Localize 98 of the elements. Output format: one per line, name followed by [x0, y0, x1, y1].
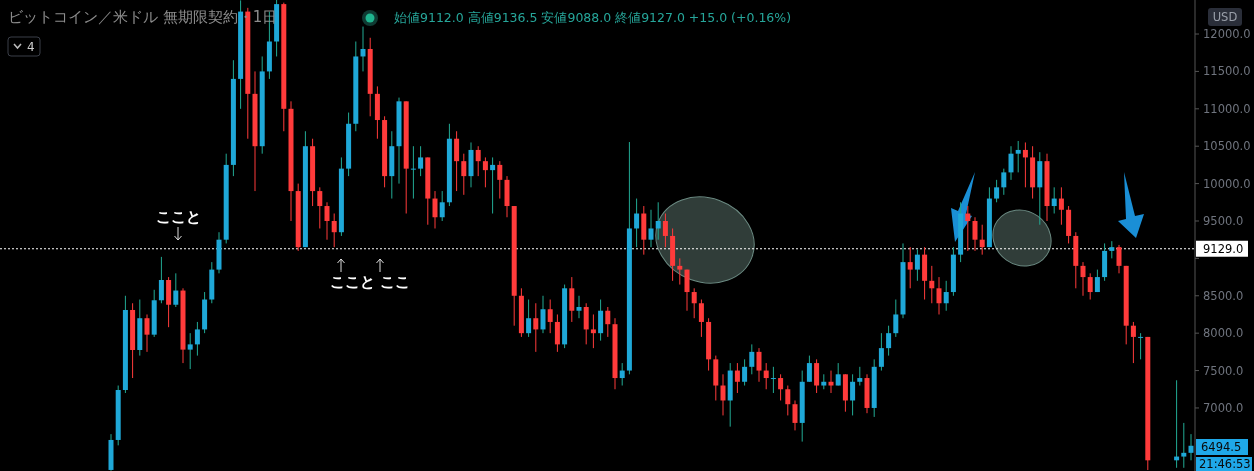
y-tick-label: 7500.0: [1203, 363, 1244, 378]
y-tick-label: 7000.0: [1203, 400, 1244, 415]
y-tick-label: 11000.0: [1203, 101, 1251, 116]
candlestick: [698, 299, 704, 338]
candlestick: [533, 302, 539, 353]
candlestick: [1080, 261, 1086, 297]
text: 4: [27, 40, 35, 55]
y-tick-label: 9500.0: [1203, 214, 1244, 229]
y-tick-label: 8000.0: [1203, 326, 1244, 341]
candlestick: [619, 362, 625, 387]
candlestick: [540, 295, 546, 334]
candlestick: [1001, 168, 1007, 196]
candlestick: [886, 325, 892, 357]
candlestick: [634, 198, 640, 248]
candlestick: [461, 153, 467, 196]
candlestick: [785, 385, 791, 416]
candlestick: [554, 313, 560, 353]
candlestick: [583, 302, 589, 345]
candlestick: [1015, 140, 1021, 173]
candlestick: [1130, 321, 1136, 364]
candlestick: [317, 186, 323, 229]
candlestick: [763, 362, 769, 390]
candlestick: [850, 373, 856, 416]
candlestick: [828, 370, 834, 394]
candlestick: [526, 299, 532, 338]
candlestick: [806, 355, 812, 383]
candlestick: [994, 179, 1000, 203]
candlestick: [547, 299, 553, 334]
candlestick: [893, 299, 899, 338]
candlestick: [475, 145, 481, 177]
candlestick: [173, 272, 179, 308]
candlestick: [770, 366, 776, 394]
candlestick: [914, 248, 920, 282]
annotation: ここと ここ: [329, 273, 411, 291]
candlestick: [835, 362, 841, 387]
candlestick: [742, 358, 748, 387]
candlestick: [929, 265, 935, 304]
candlestick: [569, 276, 575, 323]
candlestick: [684, 269, 690, 312]
y-tick-label: 12000.0: [1203, 27, 1251, 42]
candlestick: [648, 209, 654, 248]
text: 6494.5: [1201, 440, 1242, 455]
text: 21:46:53: [1199, 457, 1251, 471]
candlestick: [324, 201, 330, 241]
candlestick: [778, 373, 784, 401]
candlestick: [734, 362, 740, 394]
candlestick: [677, 257, 683, 286]
candlestick: [1087, 272, 1093, 301]
candlestick: [792, 399, 798, 431]
candlestick: [720, 373, 726, 416]
candlestick: [814, 358, 820, 394]
candlestick: [360, 26, 366, 72]
candlestick: [1181, 422, 1187, 469]
candlestick: [144, 313, 150, 353]
candlestick: [979, 224, 985, 256]
candlestick: [605, 306, 611, 338]
y-tick-label: 10500.0: [1203, 139, 1251, 154]
candlestick: [1058, 186, 1064, 226]
candlestick: [590, 313, 596, 349]
candlestick: [598, 299, 604, 342]
candlestick: [490, 156, 496, 215]
ref-line-label: 9129.0: [1203, 241, 1244, 256]
candlestick: [691, 287, 697, 319]
candlestick: [576, 295, 582, 319]
candlestick: [749, 343, 755, 375]
candlestick: [454, 130, 460, 192]
candlestick: [972, 216, 978, 252]
candlestick: [432, 190, 438, 229]
y-tick-label: 11500.0: [1203, 64, 1251, 79]
candlestick: [482, 156, 488, 188]
candlestick: [907, 246, 913, 289]
candlestick: [655, 201, 661, 241]
candlestick: [857, 366, 863, 387]
candlestick: [1138, 332, 1144, 360]
candlestick: [936, 276, 942, 315]
candlestick: [194, 321, 200, 357]
candlestick: [418, 145, 424, 177]
candlestick: [662, 213, 668, 248]
candlestick: [1008, 145, 1014, 181]
candlestick: [943, 280, 949, 312]
candlestick: [158, 256, 164, 304]
candlestick: [1051, 186, 1057, 215]
candlestick: [439, 190, 445, 222]
candlestick: [965, 205, 971, 252]
text: USD: [1212, 10, 1238, 25]
candlestick: [410, 145, 416, 200]
y-tick-label: 8500.0: [1203, 288, 1244, 303]
text: 始値9112.0 高値9136.5 安値9088.0 終値9127.0 +15.0 (+0.16%): [394, 10, 792, 25]
candlestick: [756, 347, 762, 383]
annotation: ここと: [155, 208, 201, 226]
y-tick-label: 10000.0: [1203, 176, 1251, 191]
candlestick: [331, 213, 337, 248]
candlestick: [187, 332, 193, 370]
candlestick: [497, 160, 503, 200]
candlestick: [878, 332, 884, 372]
candlestick: [1022, 141, 1028, 188]
candlestick: [1116, 244, 1122, 274]
candlestick: [1188, 433, 1194, 461]
